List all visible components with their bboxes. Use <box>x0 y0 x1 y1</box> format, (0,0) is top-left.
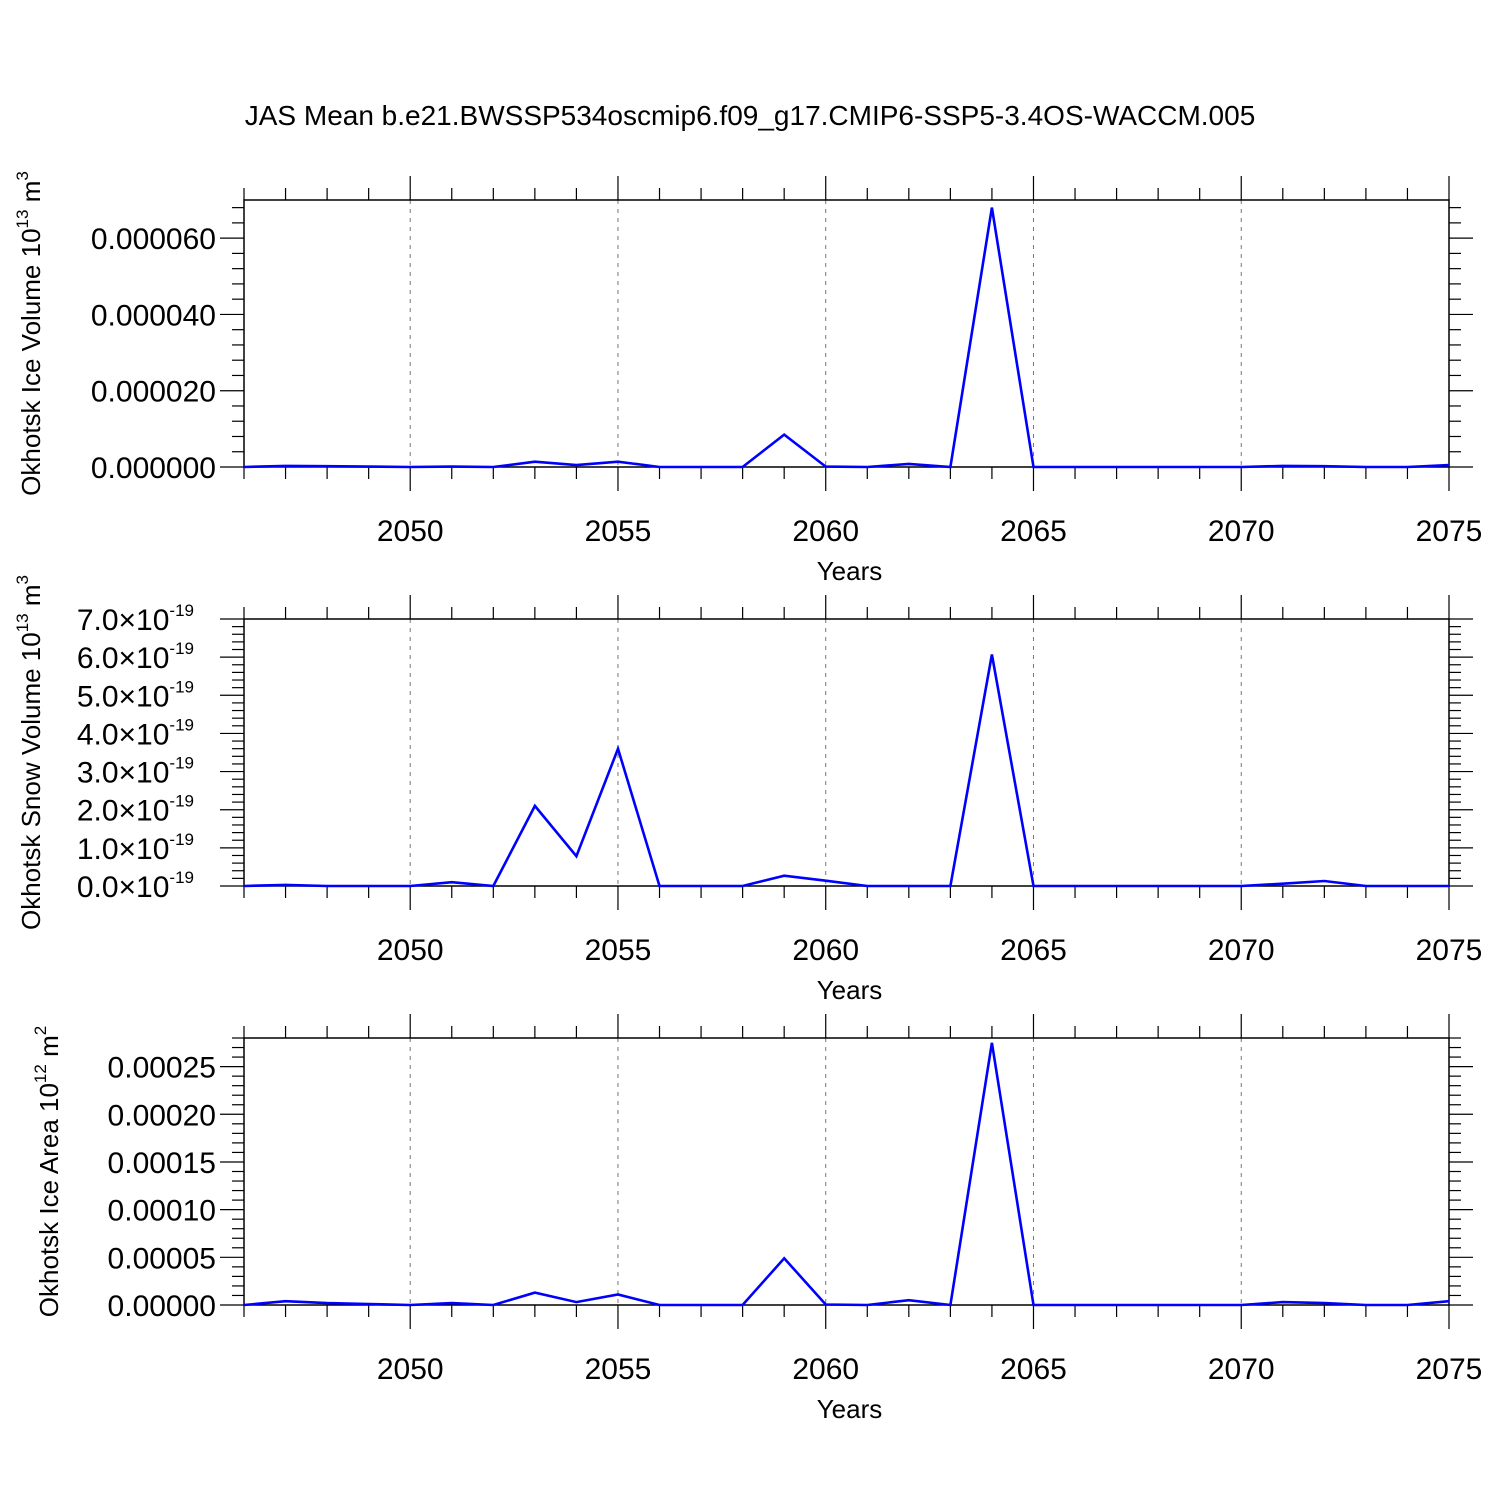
x-tick-label: 2060 <box>792 934 859 967</box>
y-tick-label: 0.00025 <box>108 1052 216 1085</box>
series-line <box>243 1042 1450 1307</box>
y-tick-label: 0.000000 <box>91 452 216 485</box>
x-tick-label: 2060 <box>792 515 859 548</box>
x-tick-label: 2050 <box>377 515 444 548</box>
x-axis-title: Years <box>817 1394 883 1424</box>
x-tick-label: 2075 <box>1416 934 1483 967</box>
y-tick-label: 0.000060 <box>91 223 216 256</box>
x-tick-label: 2075 <box>1416 515 1483 548</box>
y-axis-title: Okhotsk Ice Volume 1013 m3 <box>13 171 46 496</box>
y-axis-title: Okhotsk Ice Area 1012 m2 <box>31 1026 64 1317</box>
x-tick-label: 2065 <box>1000 934 1067 967</box>
y-axis-title: Okhotsk Snow Volume 1013 m3 <box>13 575 46 930</box>
chart-panel-3: 2050 2055 2060 2065 2070 2075 Years 0.00000 0.00… <box>31 1014 1482 1424</box>
y-tick-label: 7.0×10-19 <box>77 601 194 637</box>
chart-panel-1: 2050 2055 2060 2065 2070 2075 Years 0.000000 0.0… <box>13 171 1482 586</box>
x-tick-label: 2065 <box>1000 515 1067 548</box>
y-tick-label: 4.0×10-19 <box>77 715 194 751</box>
series-line <box>243 654 1449 888</box>
x-tick-label: 2055 <box>585 1353 652 1386</box>
x-tick-label: 2055 <box>585 515 652 548</box>
plot-frame <box>243 1037 1450 1306</box>
y-tick-label: 0.00000 <box>108 1290 216 1323</box>
y-tick-label: 1.0×10-19 <box>77 830 194 866</box>
y-tick-label: 5.0×10-19 <box>77 677 194 713</box>
y-tick-label: 0.00015 <box>108 1147 216 1180</box>
y-tick-label: 0.00020 <box>108 1099 216 1132</box>
x-tick-label: 2050 <box>377 1353 444 1386</box>
y-tick-label: 2.0×10-19 <box>77 792 194 828</box>
x-tick-label: 2055 <box>585 934 652 967</box>
x-axis-title: Years <box>817 975 883 1005</box>
y-tick-label: 6.0×10-19 <box>77 639 194 675</box>
x-tick-label: 2065 <box>1000 1353 1067 1386</box>
x-tick-label: 2050 <box>377 934 444 967</box>
x-axis-title: Years <box>817 556 883 586</box>
y-tick-label: 0.000040 <box>91 299 216 332</box>
plot-frame <box>243 618 1450 887</box>
y-tick-label: 0.00005 <box>108 1242 216 1275</box>
y-tick-label: 3.0×10-19 <box>77 754 194 790</box>
y-tick-label: 0.0×10-19 <box>77 868 194 904</box>
x-tick-label: 2070 <box>1208 515 1275 548</box>
y-tick-label: 0.00010 <box>108 1195 216 1228</box>
x-tick-label: 2060 <box>792 1353 859 1386</box>
figure-title: JAS Mean b.e21.BWSSP534oscmip6.f09_g17.C… <box>245 100 1256 131</box>
x-tick-label: 2075 <box>1416 1353 1483 1386</box>
y-tick-label: 0.000020 <box>91 376 216 409</box>
chart-panel-2: 2050 2055 2060 2065 2070 2075 Years 0.0×10-191.… <box>13 575 1482 1005</box>
series-line <box>243 207 1450 469</box>
panels: 2050 2055 2060 2065 2070 2075 Years 0.000000 0.0… <box>13 171 1482 1424</box>
x-tick-label: 2070 <box>1208 934 1275 967</box>
x-tick-label: 2070 <box>1208 1353 1275 1386</box>
plot-frame <box>243 199 1450 468</box>
